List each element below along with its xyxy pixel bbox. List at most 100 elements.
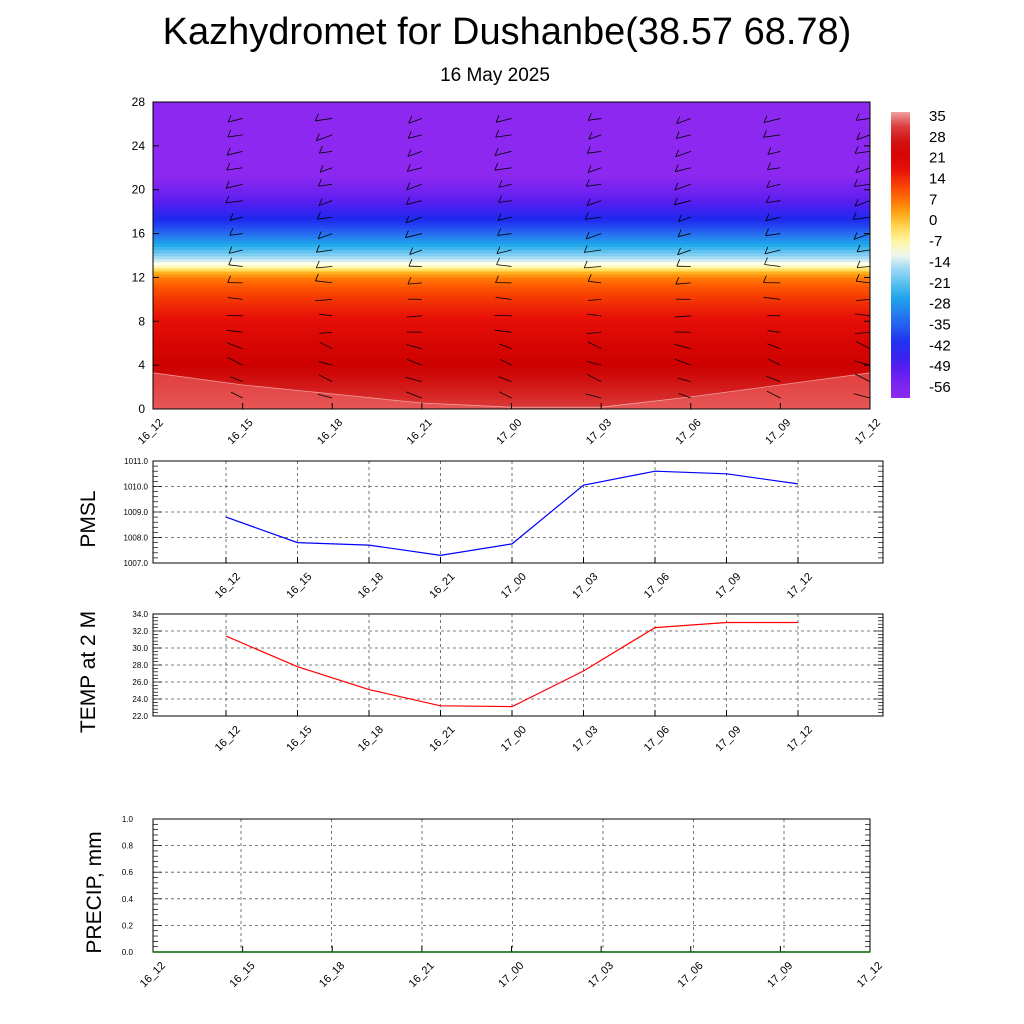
wind-barb-flag [405, 230, 409, 238]
wind-barb [406, 359, 423, 366]
wind-barb-flag [317, 212, 321, 220]
x-tick-label: 17_00 [499, 724, 529, 754]
wind-barb-flag [319, 145, 323, 154]
wind-barb-flag [316, 245, 320, 253]
wind-barb [678, 216, 691, 222]
wind-barb-flag [138, 216, 141, 223]
wind-barb-flag [766, 195, 770, 203]
wind-barb-flag [405, 215, 410, 224]
x-tick-label: 16_12 [138, 960, 168, 990]
heatmap-band [153, 123, 870, 128]
heatmap-band [153, 181, 870, 186]
wind-barb [153, 217, 154, 218]
wind-barb [405, 391, 423, 399]
wind-barb [153, 200, 154, 202]
panel-frame [152, 613, 884, 717]
heatmap-y-tick-label: 0 [138, 402, 145, 416]
wind-barb-flag [227, 129, 232, 138]
wind-barb-flag [409, 247, 414, 255]
wind-barb [318, 233, 333, 240]
heatmap-band [153, 338, 870, 343]
wind-barb [586, 200, 602, 207]
wind-barb [405, 216, 423, 224]
wind-barb-flag [677, 247, 681, 255]
wind-barb [586, 183, 602, 187]
wind-barb [855, 331, 870, 334]
heatmap-band [153, 249, 870, 254]
heatmap-band [153, 375, 870, 379]
wind-barb [228, 118, 243, 123]
wind-barb-flag [587, 165, 592, 173]
heatmap-band [153, 347, 870, 352]
wind-barb-flag [764, 246, 769, 255]
wind-barb [229, 216, 243, 221]
heatmap-band [153, 372, 870, 376]
heatmap-band [153, 356, 870, 361]
wind-barb-flag [763, 275, 767, 283]
heatmap-band [153, 381, 870, 386]
wind-barb [855, 167, 870, 174]
wind-barb-flag [497, 228, 501, 236]
heatmap-band [153, 246, 870, 250]
wind-barb-flag [318, 198, 323, 206]
wind-barb-flag [225, 181, 230, 189]
x-tick-label: 17_06 [642, 571, 672, 601]
wind-barb [587, 167, 602, 173]
wind-barb-flag [406, 182, 411, 190]
heatmap-band [153, 359, 870, 364]
wind-barb [855, 150, 870, 154]
wind-barb [319, 150, 333, 154]
heatmap-band [153, 166, 870, 171]
x-tick-label: 16_21 [407, 960, 437, 990]
heatmap-band [153, 157, 870, 161]
wind-barb [856, 266, 870, 268]
wind-barb-flag [315, 273, 319, 281]
wind-barb-flag [228, 257, 233, 265]
wind-barb [319, 313, 333, 317]
wind-barb [406, 344, 422, 350]
heatmap-band [153, 332, 870, 336]
heatmap-band [153, 172, 870, 177]
heatmap-band [153, 369, 870, 373]
heatmap-band [153, 267, 870, 272]
wind-barb-flag [229, 228, 234, 236]
y-axis-label: TEMP at 2 M [77, 611, 100, 733]
heatmap-band [153, 252, 870, 257]
y-tick-label: 22.0 [132, 712, 148, 721]
x-tick-label: 16_15 [284, 571, 314, 601]
wind-barb-flag [677, 229, 682, 237]
wind-barb-flag [498, 180, 503, 188]
heatmap-band [153, 286, 870, 290]
wind-barb-flag [675, 131, 680, 139]
wind-barb [318, 183, 333, 187]
wind-barb-flag [765, 228, 769, 236]
wind-barb [675, 167, 691, 173]
wind-barb [676, 134, 691, 139]
heatmap-band [153, 129, 870, 134]
wind-barb [499, 343, 512, 350]
y-tick-label: 0.4 [122, 895, 134, 904]
heatmap-band [153, 197, 870, 201]
wind-barb [227, 357, 243, 366]
heatmap-band [153, 224, 870, 229]
wind-barb [494, 329, 512, 333]
heatmap-x-tick-label: 16_18 [315, 417, 345, 447]
heatmap-x-tick-label: 17_06 [674, 417, 704, 447]
y-tick-label: 0.8 [122, 842, 134, 851]
heatmap-x-tick-label: 17_00 [494, 417, 524, 447]
wind-barb [765, 216, 781, 222]
wind-barb [587, 313, 602, 317]
x-tick-label: 17_06 [642, 724, 672, 754]
y-tick-label: 1.0 [122, 815, 134, 824]
wind-barb [856, 280, 870, 284]
wind-barb [767, 358, 781, 366]
colorbar-bar [891, 112, 910, 398]
heatmap-panel: 0 4 8 12 16 20 24 28 16_12 16_15 16_18 16_21 17_00 17… [132, 95, 883, 447]
wind-barb [588, 280, 602, 284]
wind-barb-flag [586, 198, 591, 206]
wind-barb [585, 233, 602, 240]
heatmap-band [153, 270, 870, 275]
heatmap-band [153, 276, 870, 281]
heatmap-band [153, 280, 870, 284]
wind-barb-flag [674, 164, 679, 172]
